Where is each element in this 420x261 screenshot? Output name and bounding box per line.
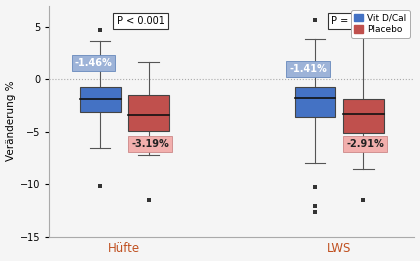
- Text: -1.46%: -1.46%: [74, 58, 112, 68]
- Text: -3.19%: -3.19%: [131, 139, 169, 149]
- Text: -1.41%: -1.41%: [289, 64, 327, 74]
- Text: -2.91%: -2.91%: [346, 139, 384, 149]
- Legend: Vit D/Cal, Placebo: Vit D/Cal, Placebo: [351, 10, 410, 38]
- Text: P = 0.085: P = 0.085: [331, 16, 379, 26]
- Text: P < 0.001: P < 0.001: [117, 16, 165, 26]
- Bar: [128, 95, 169, 131]
- Bar: [80, 87, 121, 112]
- Y-axis label: Veränderung %: Veränderung %: [5, 81, 16, 162]
- Bar: [343, 99, 384, 133]
- Bar: [295, 87, 336, 117]
